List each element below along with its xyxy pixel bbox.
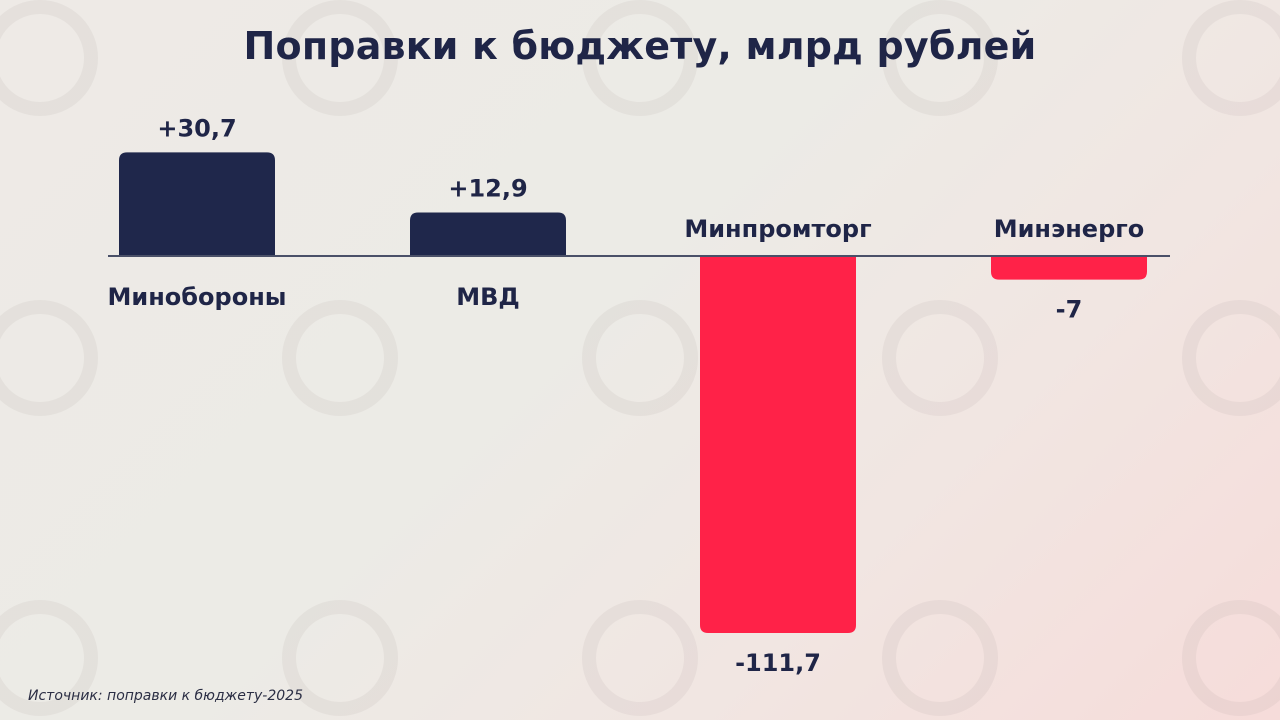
value-label-0: +30,7 [157,114,236,142]
category-label-0: Минобороны [108,283,287,311]
category-label-1: МВД [456,283,520,311]
source-note: Источник: поправки к бюджету-2025 [28,688,303,704]
bar-0 [119,152,275,256]
bar-3 [991,256,1147,280]
category-label-3: Минэнерго [994,215,1145,243]
value-label-3: -7 [1056,296,1083,324]
bar-1 [410,212,566,256]
value-label-1: +12,9 [448,174,527,202]
value-label-2: -111,7 [735,649,821,677]
bar-2 [700,256,856,633]
chart-title: Поправки к бюджету, млрд рублей [243,24,1037,68]
category-label-2: Минпромторг [684,215,871,243]
